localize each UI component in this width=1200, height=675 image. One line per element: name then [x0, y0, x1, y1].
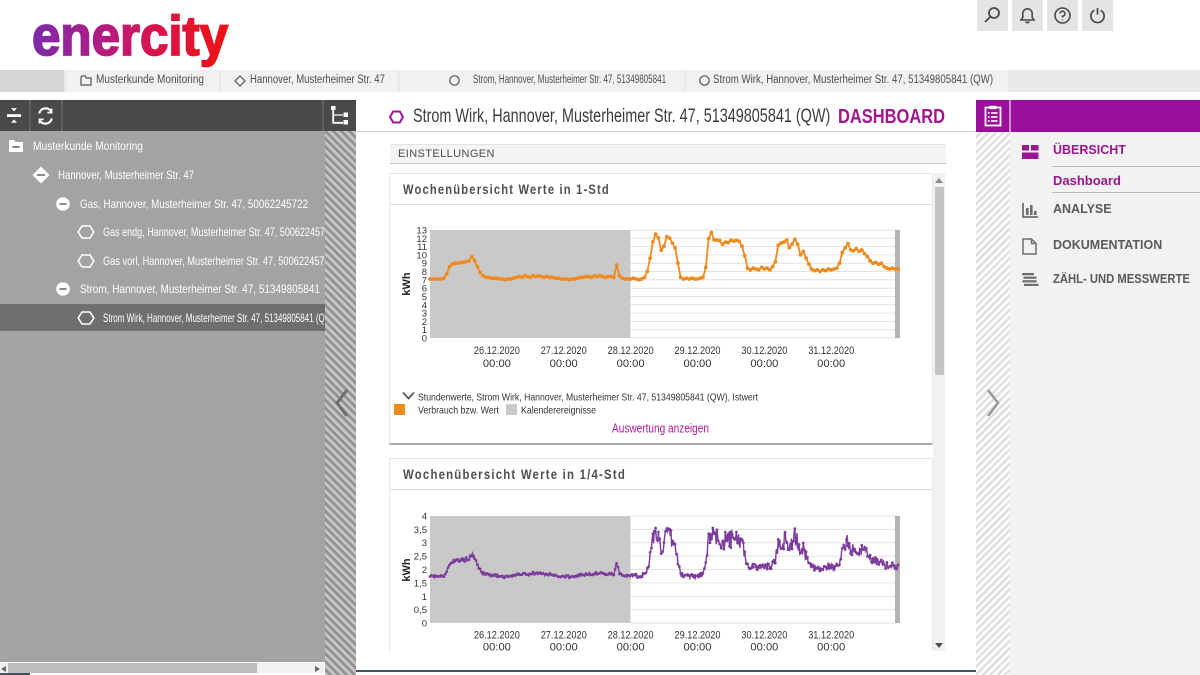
svg-text:2: 2 [422, 565, 427, 576]
svg-text:27.12.2020: 27.12.2020 [541, 630, 587, 642]
svg-text:31.12.2020: 31.12.2020 [808, 345, 854, 357]
svg-text:28.12.2020: 28.12.2020 [608, 345, 654, 357]
svg-text:00:00: 00:00 [750, 358, 778, 370]
svg-text:00:00: 00:00 [750, 642, 778, 652]
svg-text:00:00: 00:00 [617, 358, 645, 370]
svg-text:00:00: 00:00 [483, 642, 511, 652]
svg-text:00:00: 00:00 [550, 642, 578, 652]
svg-text:10: 10 [416, 250, 427, 261]
svg-text:3: 3 [422, 309, 427, 320]
svg-text:Stundenwerte, Strom Wirk, Hann: Stundenwerte, Strom Wirk, Hannover, Must… [418, 392, 758, 404]
svg-text:26.12.2020: 26.12.2020 [474, 630, 520, 642]
svg-text:2,5: 2,5 [414, 552, 427, 563]
svg-text:31.12.2020: 31.12.2020 [808, 630, 854, 642]
svg-text:Auswertung anzeigen: Auswertung anzeigen [612, 422, 709, 436]
svg-text:2: 2 [422, 317, 427, 328]
svg-text:4: 4 [422, 512, 427, 523]
svg-text:13: 13 [416, 226, 427, 237]
svg-text:11: 11 [417, 242, 427, 253]
svg-text:30.12.2020: 30.12.2020 [741, 345, 787, 357]
svg-text:6: 6 [422, 284, 427, 295]
svg-text:3: 3 [422, 538, 427, 549]
svg-text:27.12.2020: 27.12.2020 [541, 345, 587, 357]
svg-text:9: 9 [422, 259, 427, 270]
svg-text:00:00: 00:00 [684, 358, 712, 370]
svg-text:5: 5 [422, 292, 427, 303]
svg-text:kWh: kWh [401, 272, 413, 296]
svg-text:00:00: 00:00 [684, 642, 712, 652]
svg-text:0,5: 0,5 [414, 605, 427, 616]
svg-text:00:00: 00:00 [817, 642, 845, 652]
svg-text:3,5: 3,5 [414, 525, 427, 536]
svg-text:30.12.2020: 30.12.2020 [741, 630, 787, 642]
svg-text:29.12.2020: 29.12.2020 [675, 345, 721, 357]
svg-text:7: 7 [422, 275, 427, 286]
svg-text:12: 12 [416, 234, 427, 245]
svg-text:29.12.2020: 29.12.2020 [675, 630, 721, 642]
svg-text:enercity: enercity [32, 4, 228, 67]
svg-text:4: 4 [422, 300, 427, 311]
svg-text:0: 0 [422, 619, 427, 630]
svg-text:00:00: 00:00 [817, 358, 845, 370]
svg-text:0: 0 [422, 334, 427, 345]
svg-text:1,5: 1,5 [414, 578, 427, 589]
svg-text:26.12.2020: 26.12.2020 [474, 345, 520, 357]
svg-text:1: 1 [422, 325, 427, 336]
svg-text:00:00: 00:00 [617, 642, 645, 652]
svg-text:Verbrauch bzw. Wert: Verbrauch bzw. Wert [418, 405, 499, 417]
svg-text:00:00: 00:00 [483, 358, 511, 370]
svg-text:00:00: 00:00 [550, 358, 578, 370]
svg-text:Kalenderereignisse: Kalenderereignisse [521, 405, 596, 417]
svg-text:kWh: kWh [401, 558, 413, 582]
svg-text:8: 8 [422, 267, 427, 278]
svg-text:28.12.2020: 28.12.2020 [608, 630, 654, 642]
svg-text:1: 1 [422, 592, 427, 603]
